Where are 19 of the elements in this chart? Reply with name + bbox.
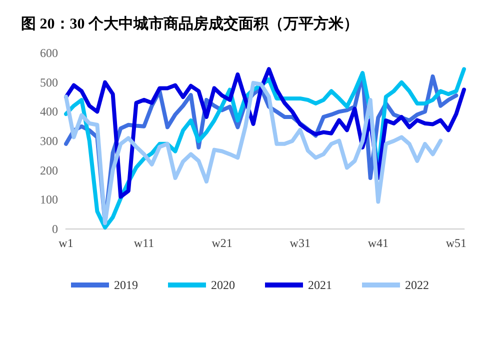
x-tick-label: w21 bbox=[212, 236, 232, 250]
y-tick-label: 600 bbox=[40, 46, 58, 60]
legend-label: 2022 bbox=[405, 278, 429, 292]
x-tick-label: w11 bbox=[134, 236, 154, 250]
x-tick-label: w31 bbox=[290, 236, 310, 250]
y-tick-label: 500 bbox=[40, 75, 58, 90]
legend-label: 2020 bbox=[211, 278, 235, 292]
x-tick-label: w41 bbox=[368, 236, 388, 250]
legend-label: 2021 bbox=[308, 278, 332, 292]
x-tick-label: w51 bbox=[446, 236, 467, 250]
y-tick-label: 200 bbox=[40, 163, 58, 178]
y-tick-label: 100 bbox=[40, 192, 58, 207]
legend-label: 2019 bbox=[114, 278, 138, 292]
x-tick-label: w1 bbox=[58, 236, 74, 250]
y-tick-label: 0 bbox=[52, 222, 58, 236]
chart-title: 图 20：30 个大中城市商品房成交面积（万平方米） bbox=[21, 14, 358, 32]
y-tick-label: 300 bbox=[40, 134, 58, 148]
line-series bbox=[64, 67, 466, 199]
y-tick-label: 400 bbox=[40, 104, 58, 119]
